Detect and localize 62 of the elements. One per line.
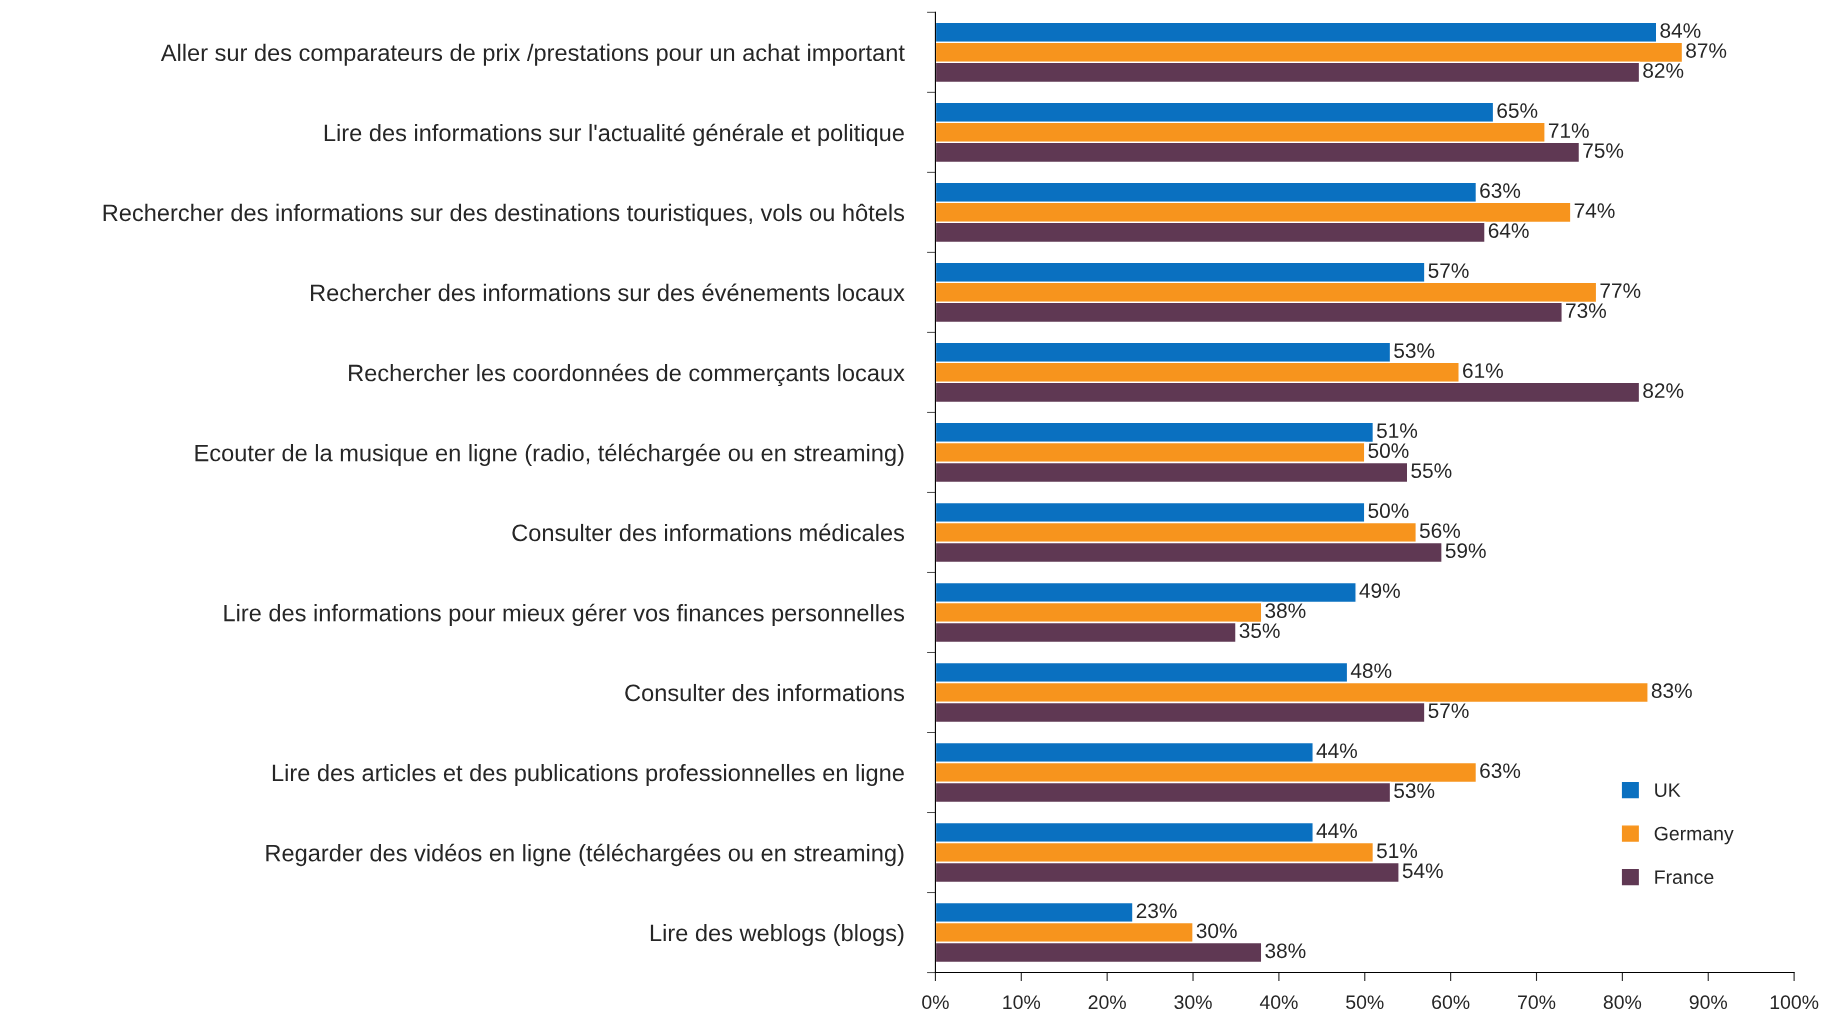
x-tick-label: 0% [922,995,949,1010]
y-tick-label: Rechercher les coordonnées de commerçants locaux [349,363,905,387]
y-tick-label: Regarder des vidéos en ligne (téléchargées ou en streaming) [266,843,904,867]
y-tick-label: Lire des informations sur l'actualité générale et politique [324,123,904,146]
data-label: 61% [1463,363,1503,379]
data-label: 38% [1265,943,1306,959]
x-tick-label: 80% [1603,995,1642,1010]
data-label: 53% [1394,783,1435,799]
x-tick-label: 50% [1346,995,1384,1010]
y-tick-label: Consulter des informations [625,683,905,702]
data-label: 38% [1265,603,1306,619]
x-tick-label: 20% [1088,995,1126,1010]
data-label: 83% [1651,683,1692,699]
data-label: 50% [1368,443,1409,459]
data-label: 82% [1643,63,1684,78]
x-tick-label: 30% [1174,995,1212,1010]
x-tick-label: 10% [1003,995,1041,1010]
data-label: 50% [1368,503,1409,519]
x-tick-label: 100% [1770,995,1819,1010]
data-label: 63% [1480,763,1521,779]
y-tick-label: Aller sur des comparateurs de prix /prestations pour un achat important [160,43,905,66]
legend-label: France [1655,870,1714,885]
data-label: 23% [1136,903,1177,919]
data-label: 30% [1196,923,1237,939]
data-label: 55% [1411,463,1452,479]
data-label: 44% [1316,743,1357,759]
data-label: 63% [1480,183,1521,198]
data-label: 71% [1548,123,1589,138]
legend-label: UK [1655,783,1681,797]
x-tick-label: 60% [1432,995,1470,1010]
y-tick-label: Consulter des informations médicales [512,523,905,542]
data-label: 51% [1376,843,1418,859]
data-label: 35% [1239,623,1280,639]
data-label: 48% [1350,663,1392,679]
data-label: 53% [1394,343,1435,358]
x-tick-label: 70% [1518,995,1556,1010]
data-label: 54% [1402,863,1443,879]
data-label: 51% [1376,423,1418,439]
data-label: 65% [1497,103,1538,118]
data-label: 59% [1445,543,1486,559]
data-label: 64% [1488,223,1529,238]
y-tick-label: Rechercher des informations sur des événements locaux [311,283,905,302]
y-tick-label: Lire des informations pour mieux gérer vos finances personnelles [224,603,905,627]
data-label: 44% [1316,823,1357,839]
x-tick-label: 40% [1259,995,1298,1010]
legend-label: Germany [1654,826,1734,845]
data-label: 49% [1359,583,1400,599]
data-label: 75% [1583,143,1624,158]
data-label: 73% [1566,303,1606,318]
data-label: 87% [1686,43,1727,58]
y-tick-label: Lire des weblogs (blogs) [650,924,904,947]
y-tick-label: Rechercher des informations sur des destinations touristiques, vols ou hôtels [103,203,905,226]
data-label: 57% [1428,263,1469,278]
data-label: 77% [1600,283,1641,298]
y-tick-label: Lire des articles et des publications professionnelles en ligne [272,763,904,786]
data-label: 82% [1643,383,1684,399]
data-label: 84% [1660,23,1701,38]
data-label: 56% [1419,523,1461,539]
y-tick-label: Ecouter de la musique en ligne (radio, téléchargée ou en streaming) [195,443,904,467]
x-tick-label: 90% [1689,995,1728,1010]
data-label: 57% [1428,703,1469,719]
data-label: 74% [1574,203,1615,218]
